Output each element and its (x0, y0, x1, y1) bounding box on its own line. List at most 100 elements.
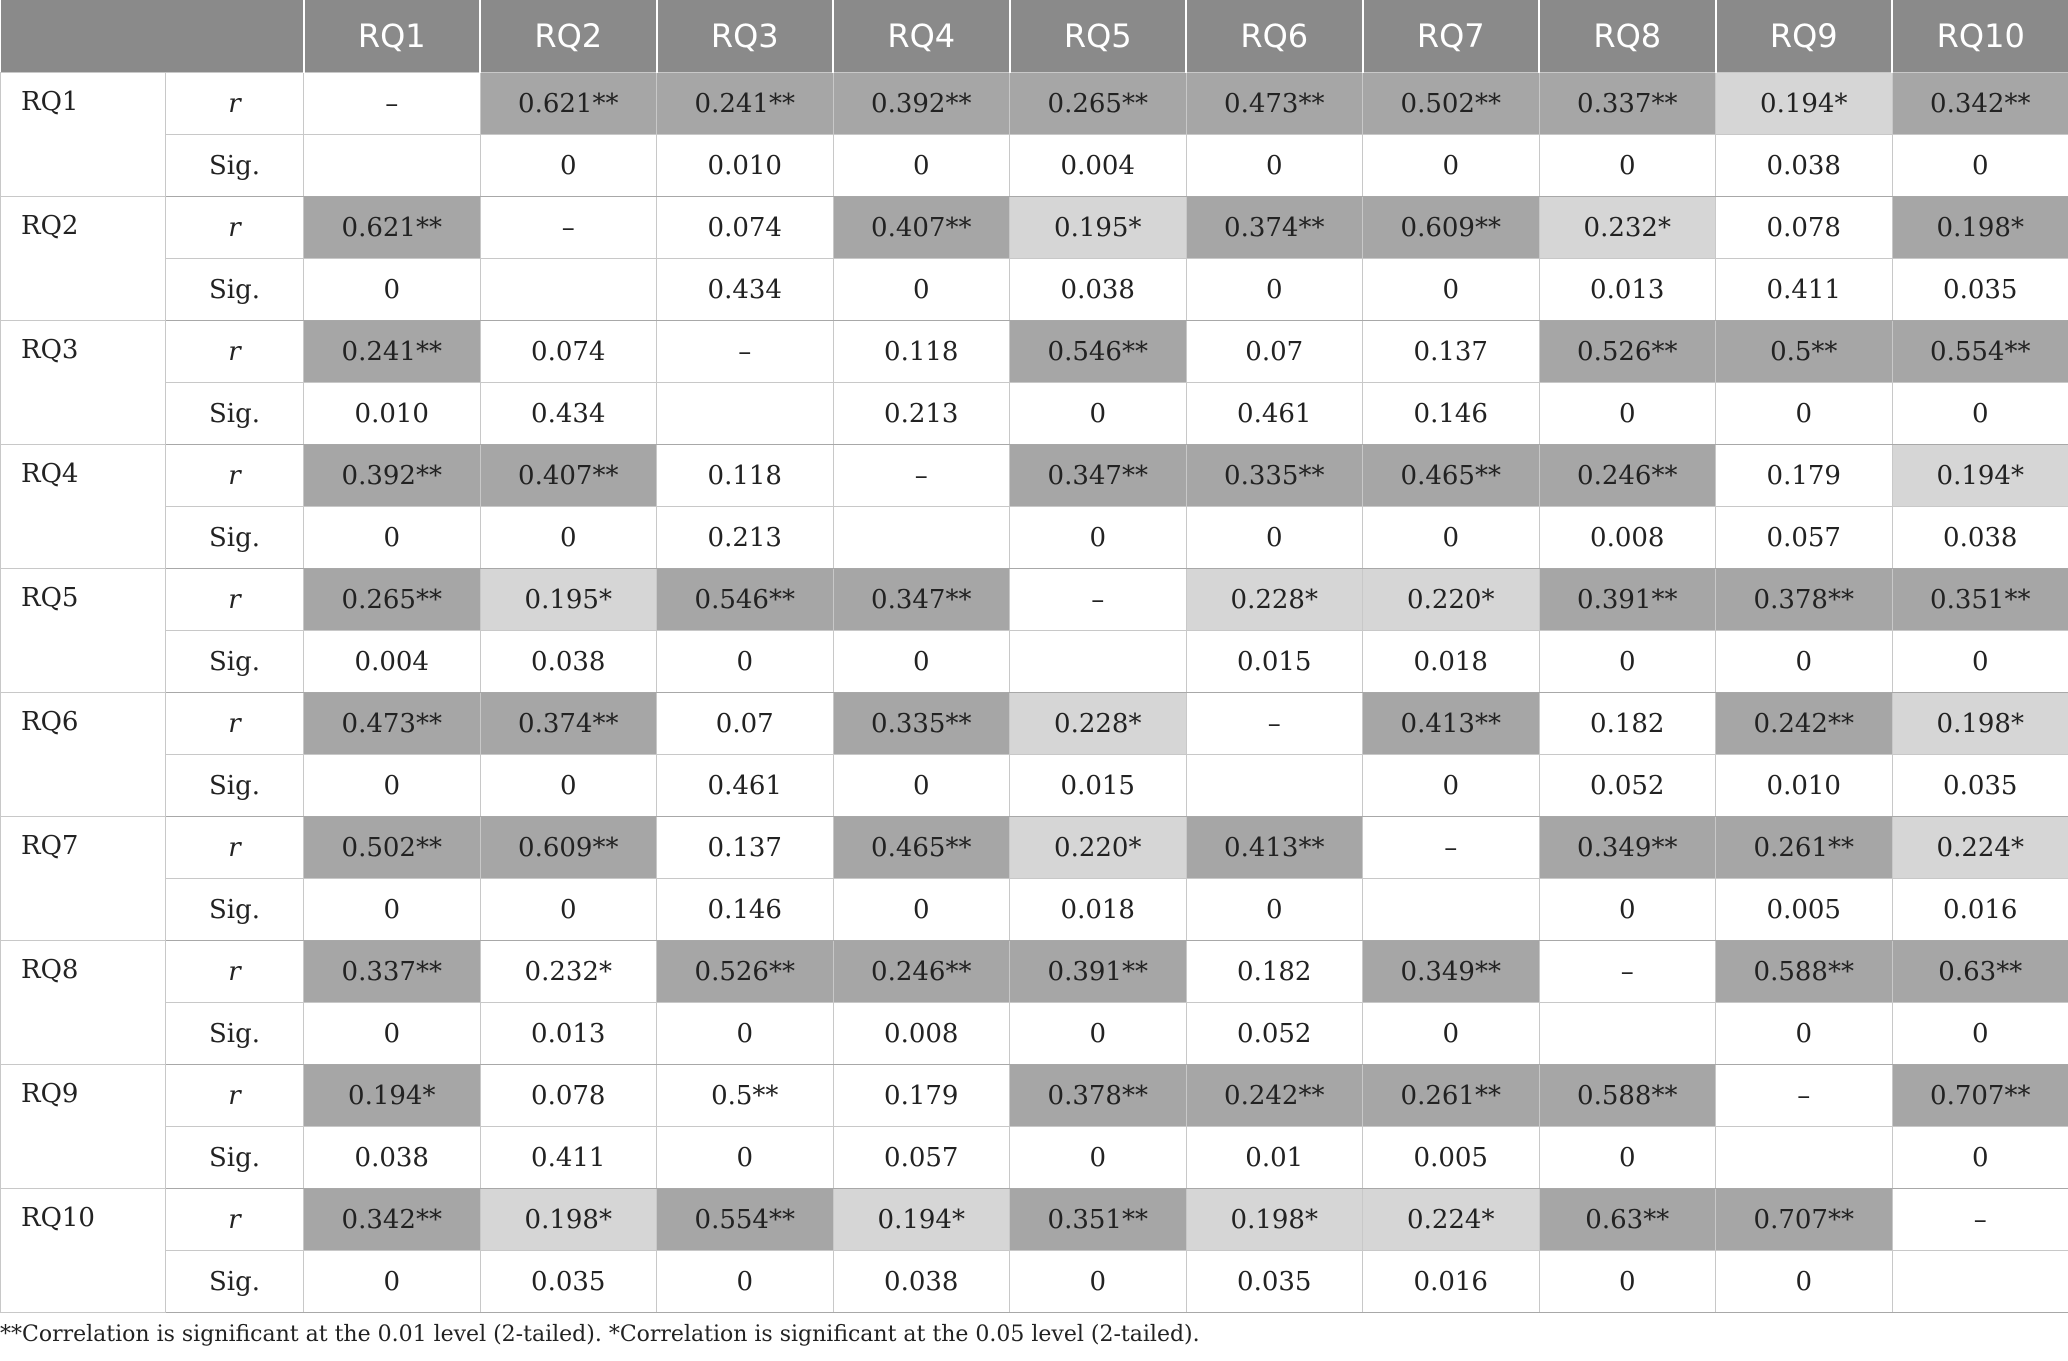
sig-cell: 0.052 (1538, 754, 1716, 817)
sig-cell: 0 (1009, 506, 1187, 569)
r-cell: 0.179 (832, 1064, 1010, 1127)
r-cell: 0.078 (1715, 196, 1893, 259)
column-header-rq3: RQ3 (655, 0, 833, 73)
sig-cell: 0.016 (1891, 878, 2068, 941)
table-row-sig: Sig. 0 0.013 0 0.008 0 0.052 0 0 0 (1, 1002, 2068, 1065)
r-cell: 0.137 (1362, 320, 1540, 383)
sig-cell: 0 (479, 134, 657, 197)
r-cell: 0.220* (1362, 568, 1540, 631)
sig-cell: 0 (303, 506, 481, 569)
r-cell: 0.378** (1009, 1064, 1187, 1127)
sig-cell: 0 (1891, 1002, 2068, 1065)
column-header-rq1: RQ1 (302, 0, 480, 73)
row-label-rq3: RQ3 (0, 320, 166, 445)
sig-cell (656, 382, 834, 445)
sig-cell: 0.035 (1185, 1250, 1363, 1313)
r-cell: 0.554** (656, 1188, 834, 1251)
r-cell: 0.63** (1891, 940, 2068, 1003)
r-cell: 0.526** (656, 940, 834, 1003)
r-cell: 0.246** (832, 940, 1010, 1003)
sig-cell: 0.038 (1891, 506, 2068, 569)
r-cell: 0.351** (1009, 1188, 1187, 1251)
r-cell: 0.546** (656, 568, 834, 631)
sig-cell: 0.005 (1715, 878, 1893, 941)
r-cell: 0.473** (1185, 72, 1363, 135)
row-label-rq5: RQ5 (0, 568, 166, 693)
r-cell: 0.707** (1715, 1188, 1893, 1251)
r-cell: 0.241** (656, 72, 834, 135)
sig-cell: 0 (1538, 878, 1716, 941)
r-cell: 0.378** (1715, 568, 1893, 631)
r-cell: 0.118 (832, 320, 1010, 383)
sig-cell: 0 (1009, 1250, 1187, 1313)
r-cell: 0.465** (1362, 444, 1540, 507)
row-label-rq2: RQ2 (0, 196, 166, 321)
r-cell: – (303, 72, 481, 135)
table-row-r: RQ9 r 0.194* 0.078 0.5** 0.179 0.378** 0.242** 0… (0, 1064, 2068, 1189)
r-cell: 0.609** (1362, 196, 1540, 259)
sig-cell: 0.038 (1715, 134, 1893, 197)
sig-cell: 0 (479, 754, 657, 817)
sig-cell: 0.434 (656, 258, 834, 321)
sig-cell: 0.005 (1362, 1126, 1540, 1189)
r-cell: 0.63** (1538, 1188, 1716, 1251)
r-cell: 0.407** (479, 444, 657, 507)
r-cell: 0.526** (1538, 320, 1716, 383)
table-row-sig: Sig. 0 0 0.146 0 0.018 0 0 0.005 0.016 (1, 878, 2068, 941)
r-cell: 0.554** (1891, 320, 2068, 383)
r-cell: 0.347** (1009, 444, 1187, 507)
column-header-rq4: RQ4 (832, 0, 1010, 73)
sig-cell: 0.434 (479, 382, 657, 445)
r-cell: – (1009, 568, 1187, 631)
sig-cell: 0 (832, 134, 1010, 197)
r-cell: 0.078 (479, 1064, 657, 1127)
r-cell: – (656, 320, 834, 383)
stat-label-sig: Sig. (165, 258, 304, 321)
row-label-rq10: RQ10 (0, 1188, 166, 1313)
r-cell: 0.392** (303, 444, 481, 507)
sig-cell: 0 (1185, 134, 1363, 197)
sig-cell: 0 (1891, 134, 2068, 197)
r-cell: 0.228* (1009, 692, 1187, 755)
r-cell: 0.342** (1891, 72, 2068, 135)
r-cell: 0.265** (303, 568, 481, 631)
column-header-rq10: RQ10 (1891, 0, 2068, 73)
sig-cell: 0 (832, 878, 1010, 941)
sig-cell: 0 (1185, 878, 1363, 941)
r-cell: – (1715, 1064, 1893, 1127)
table-body: RQ1 r –0.621** 0.241** 0.392** 0.265** 0.473**… (0, 72, 2068, 1313)
r-cell: 0.588** (1715, 940, 1893, 1003)
r-cell: 0.609** (479, 816, 657, 879)
sig-cell: 0 (1362, 754, 1540, 817)
column-header-rq7: RQ7 (1361, 0, 1539, 73)
sig-cell: 0 (1715, 1250, 1893, 1313)
r-cell: 0.342** (303, 1188, 481, 1251)
r-cell: 0.179 (1715, 444, 1893, 507)
sig-cell: 0 (832, 754, 1010, 817)
table-row-sig: Sig. 0.010 0.434 0.213 0 0.461 0.146 0 0 0 (1, 382, 2068, 445)
sig-cell: 0 (656, 1250, 834, 1313)
r-cell: – (1362, 816, 1540, 879)
r-cell: 0.074 (656, 196, 834, 259)
sig-cell: 0.461 (1185, 382, 1363, 445)
stat-label-sig: Sig. (165, 1126, 304, 1189)
sig-cell: 0.008 (832, 1002, 1010, 1065)
row-label-rq4: RQ4 (0, 444, 166, 569)
sig-cell: 0 (656, 1126, 834, 1189)
stat-label-r: r (165, 320, 304, 383)
sig-cell: 0.008 (1538, 506, 1716, 569)
column-header-rq5: RQ5 (1008, 0, 1186, 73)
table-row-r: RQ7 r 0.502** 0.609** 0.137 0.465** 0.220* 0.41… (0, 816, 2068, 941)
row-label-rq6: RQ6 (0, 692, 166, 817)
r-cell: 0.261** (1715, 816, 1893, 879)
sig-cell: 0 (1538, 382, 1716, 445)
column-header-rq2: RQ2 (479, 0, 657, 73)
r-cell: 0.074 (479, 320, 657, 383)
table-row-sig: Sig. 0 0.010 0 0.004 0 0 0 0.038 0 (1, 134, 2068, 197)
sig-cell: 0 (1362, 258, 1540, 321)
sig-cell: 0.213 (656, 506, 834, 569)
stat-label-r: r (165, 568, 304, 631)
sig-cell: 0.035 (479, 1250, 657, 1313)
r-cell: 0.194* (1891, 444, 2068, 507)
